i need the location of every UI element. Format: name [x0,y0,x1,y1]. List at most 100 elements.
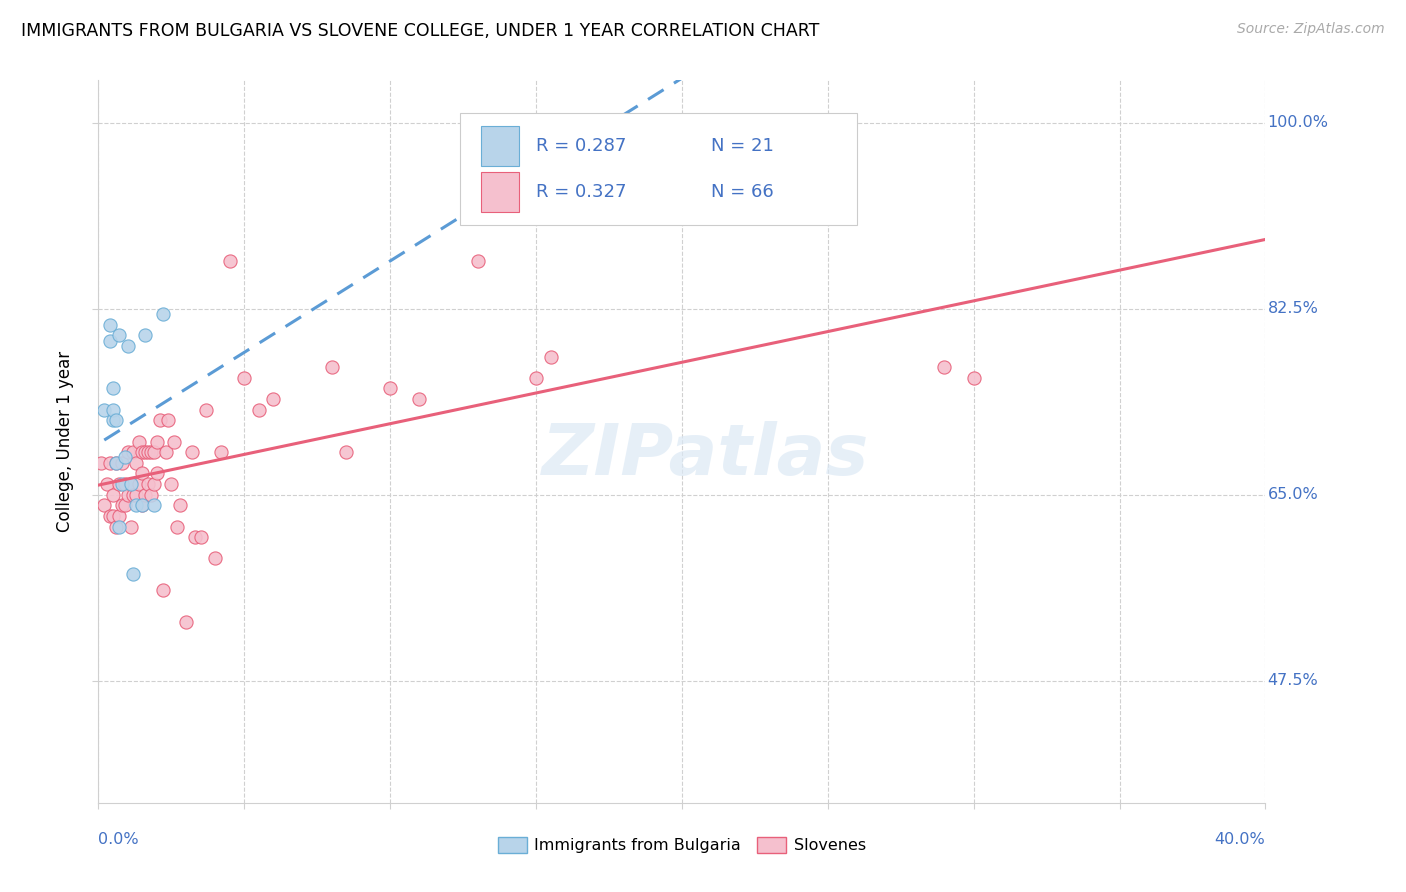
Point [122,567,145,582]
Point [195,402,218,417]
Text: 82.5%: 82.5% [1268,301,1319,317]
Point [128,477,150,491]
Point [169,498,191,512]
Point [262,392,284,406]
Point [117,488,139,502]
Point [125,488,148,502]
Point [98,508,121,523]
Point [117,445,139,459]
Point [204,551,226,566]
Point [321,360,343,375]
Point [139,488,162,502]
Point [111,477,134,491]
Point [111,498,134,512]
Point [96,477,118,491]
Point [160,477,183,491]
Point [131,498,153,512]
Point [93,402,115,417]
Point [108,508,131,523]
Point [131,498,153,512]
Point [128,434,150,449]
FancyBboxPatch shape [460,112,858,225]
Point [108,477,131,491]
Point [98,456,121,470]
Point [218,254,240,268]
Bar [481,172,519,211]
Point [209,445,232,459]
Point [120,477,142,491]
Point [142,445,165,459]
Point [114,498,136,512]
Point [146,434,169,449]
Text: IMMIGRANTS FROM BULGARIA VS SLOVENE COLLEGE, UNDER 1 YEAR CORRELATION CHART: IMMIGRANTS FROM BULGARIA VS SLOVENE COLL… [21,22,820,40]
Point [146,467,169,481]
Point [467,254,489,268]
Point [101,413,124,427]
Text: 65.0%: 65.0% [1268,487,1319,502]
Text: R = 0.287: R = 0.287 [536,136,627,154]
Text: N = 21: N = 21 [711,136,773,154]
Point [136,477,159,491]
Point [120,519,142,533]
Text: 0.0%: 0.0% [98,831,139,847]
Point [152,583,174,598]
Point [149,413,172,427]
Point [104,519,127,533]
Point [174,615,197,630]
Point [183,530,205,544]
Point [152,307,174,321]
Point [101,381,124,395]
Point [142,477,165,491]
Text: N = 66: N = 66 [711,183,773,201]
Point [104,456,127,470]
Point [114,477,136,491]
Legend: Immigrants from Bulgaria, Slovenes: Immigrants from Bulgaria, Slovenes [491,830,873,860]
Point [131,467,153,481]
Text: 40.0%: 40.0% [1215,831,1265,847]
Point [101,508,124,523]
Point [180,445,202,459]
Point [104,456,127,470]
Point [98,318,121,332]
Point [117,339,139,353]
Point [233,371,256,385]
Point [524,147,547,161]
Point [934,360,956,375]
Point [104,413,127,427]
Point [408,392,430,406]
Point [962,371,984,385]
Point [335,445,357,459]
Text: 100.0%: 100.0% [1268,115,1329,130]
Point [90,456,112,470]
Point [125,456,148,470]
Y-axis label: College, Under 1 year: College, Under 1 year [56,351,75,533]
Text: R = 0.327: R = 0.327 [536,183,627,201]
Point [157,413,180,427]
Point [142,498,165,512]
Point [111,456,134,470]
Point [122,488,145,502]
Point [125,498,148,512]
Point [101,488,124,502]
Text: 47.5%: 47.5% [1268,673,1319,688]
Point [101,402,124,417]
Point [190,530,212,544]
Text: ZIPatlas: ZIPatlas [541,422,869,491]
Point [131,445,153,459]
Point [120,477,142,491]
Point [166,519,188,533]
Point [134,445,156,459]
Bar [481,126,519,166]
Point [155,445,177,459]
Point [136,445,159,459]
Point [524,371,547,385]
Point [163,434,186,449]
Point [247,402,270,417]
Point [122,445,145,459]
Point [380,381,402,395]
Point [98,334,121,348]
Point [540,350,562,364]
Text: Source: ZipAtlas.com: Source: ZipAtlas.com [1237,22,1385,37]
Point [114,450,136,465]
Point [139,445,162,459]
